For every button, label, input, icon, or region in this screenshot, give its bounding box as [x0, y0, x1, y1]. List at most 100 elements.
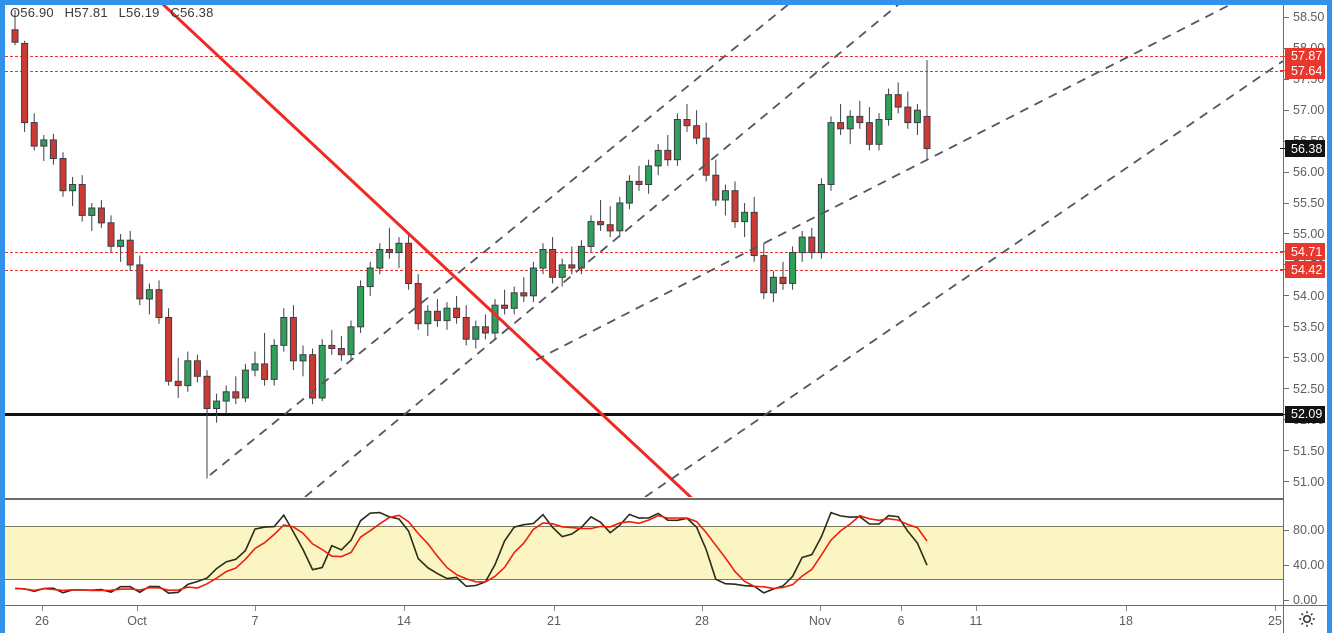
- indicator-tick: 80.00: [1284, 522, 1324, 538]
- candle: [635, 165, 643, 191]
- stochastic-series: [14, 511, 928, 595]
- candle: [30, 113, 38, 151]
- candle: [616, 196, 624, 238]
- ohlc-high: H57.81: [64, 5, 108, 20]
- price-level-line[interactable]: [5, 269, 1283, 271]
- candle: [78, 175, 86, 222]
- price-badge-label: 57.87: [1291, 49, 1323, 64]
- gear-icon[interactable]: [1297, 609, 1317, 629]
- candle: [433, 299, 441, 327]
- price-badge[interactable]: 54.42: [1280, 261, 1326, 279]
- candle: [376, 243, 384, 275]
- candle: [625, 175, 633, 210]
- candle: [856, 100, 864, 129]
- ohlc-open: O56.90: [10, 5, 54, 20]
- candle: [385, 227, 393, 259]
- candle: [520, 277, 528, 303]
- price-badge[interactable]: 57.87: [1280, 47, 1326, 65]
- candle: [251, 351, 259, 377]
- candle: [337, 336, 345, 361]
- candle: [597, 199, 605, 231]
- price-level-line[interactable]: [5, 56, 1283, 58]
- candle: [673, 113, 681, 166]
- candle: [501, 289, 509, 315]
- price-tick: 55.50: [1284, 195, 1324, 211]
- badge-tick: [1280, 148, 1285, 150]
- candle: [280, 308, 288, 352]
- indicator-line-k: [14, 511, 928, 595]
- candle: [126, 230, 134, 272]
- candle: [683, 104, 691, 132]
- price-badge[interactable]: 54.71: [1280, 243, 1326, 261]
- candle: [846, 110, 854, 145]
- price-tick: 54.00: [1284, 288, 1324, 304]
- price-level-line[interactable]: [5, 251, 1283, 253]
- price-pane[interactable]: [5, 5, 1283, 497]
- candle: [117, 234, 125, 262]
- price-tick-label: 51.50: [1293, 443, 1325, 458]
- candle: [213, 393, 221, 423]
- candle: [21, 40, 29, 132]
- price-tick-label: 55.50: [1293, 196, 1325, 211]
- price-badge[interactable]: 56.38: [1280, 140, 1326, 158]
- time-tick-mark: [404, 606, 405, 611]
- candle: [49, 133, 57, 165]
- indicator-pane[interactable]: [5, 499, 1283, 605]
- price-tick: 58.50: [1284, 9, 1324, 25]
- price-badge[interactable]: 52.09: [1280, 405, 1326, 423]
- time-tick-label: Nov: [808, 614, 832, 628]
- price-level-line[interactable]: [5, 412, 1283, 416]
- price-axis[interactable]: 58.5058.0057.5057.0056.5056.0055.5055.00…: [1280, 5, 1327, 607]
- candle: [299, 345, 307, 377]
- candle: [462, 305, 470, 346]
- candle: [97, 199, 105, 228]
- time-tick-mark: [1275, 606, 1276, 611]
- candle: [702, 122, 710, 182]
- time-tick-mark: [255, 606, 256, 611]
- trendline-overlay[interactable]: [5, 5, 1283, 497]
- candle: [40, 135, 48, 161]
- candle: [184, 351, 192, 392]
- candle: [174, 357, 182, 398]
- time-axis[interactable]: 26 Oct 7 14 21 28 Nov 6 11 18 25: [5, 605, 1327, 633]
- candle: [779, 261, 787, 290]
- ohlc-legend: O56.90 H57.81 L56.19 C56.38: [10, 5, 221, 20]
- candle: [69, 177, 77, 207]
- candle: [750, 196, 758, 262]
- price-level-line[interactable]: [5, 70, 1283, 72]
- candle: [568, 246, 576, 275]
- time-tick-label: 18: [1119, 614, 1133, 628]
- ascending-channel2-upper[interactable]: [535, 5, 1245, 361]
- candle: [481, 314, 489, 340]
- descending-resistance[interactable]: [153, 5, 697, 497]
- window-border-right: [1327, 0, 1332, 633]
- tick-mark: [1284, 295, 1289, 297]
- candle: [11, 10, 19, 46]
- candle: [923, 60, 931, 161]
- time-tick-mark: [1126, 606, 1127, 611]
- candle: [347, 320, 355, 361]
- pane-separator: [5, 498, 1330, 499]
- candle: [203, 370, 211, 479]
- time-tick-mark: [901, 606, 902, 611]
- tick-mark: [1284, 529, 1289, 531]
- candle: [241, 363, 249, 403]
- tick-mark: [1284, 357, 1289, 359]
- ascending-channel2-lower[interactable]: [644, 60, 1283, 497]
- price-badge[interactable]: 57.64: [1280, 62, 1326, 80]
- candle: [136, 255, 144, 306]
- tick-mark: [1284, 564, 1289, 566]
- ascending-channel-lower[interactable]: [209, 5, 795, 476]
- candle: [741, 203, 749, 238]
- candle: [837, 104, 845, 135]
- candle: [145, 283, 153, 315]
- candle: [193, 354, 201, 383]
- tick-mark: [1284, 171, 1289, 173]
- indicator-tick: 40.00: [1284, 557, 1324, 573]
- candle: [664, 135, 672, 166]
- candle: [558, 258, 566, 287]
- ascending-channel-upper[interactable]: [304, 5, 905, 497]
- candle: [270, 339, 278, 386]
- window-border-top: [0, 0, 1332, 5]
- price-badge-label: 54.71: [1291, 244, 1323, 259]
